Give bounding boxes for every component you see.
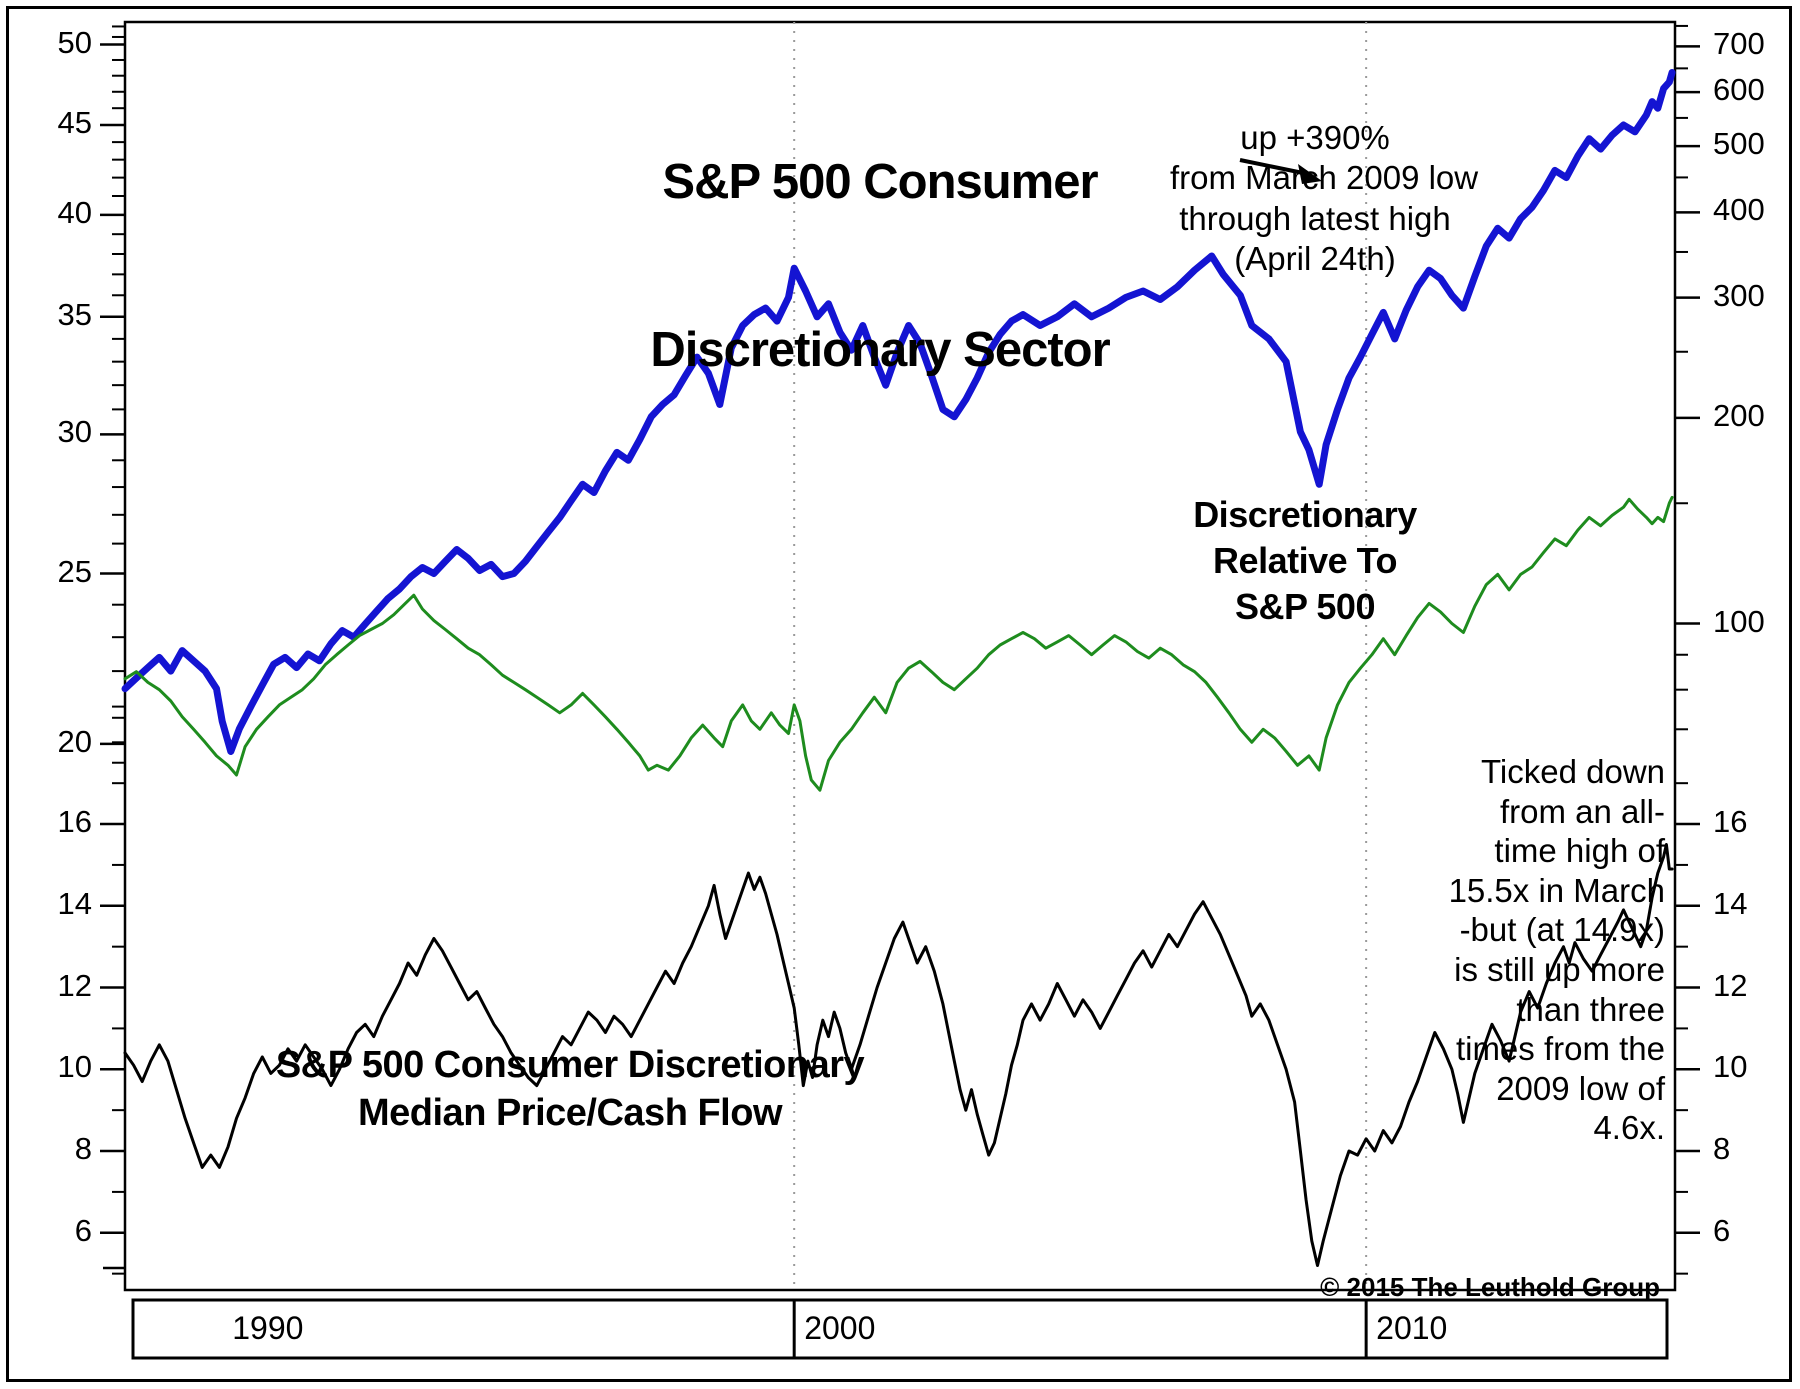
right-axis-pcf-tick-12: 12 — [1713, 967, 1748, 1003]
plot-frame — [123, 20, 1677, 1292]
page-title: S&P 500 Consumer Discretionary Sector — [600, 42, 1160, 490]
copyright-notice: © 2015 The Leuthold Group — [1320, 1272, 1660, 1302]
annotation-sector-gain-line-3: through latest high — [1179, 199, 1451, 237]
right-axis-pcf-tick-14: 14 — [1713, 885, 1748, 921]
title-line-2: Discretionary Sector — [650, 323, 1110, 377]
right-axis-pcf-tick-6: 6 — [1713, 1212, 1731, 1248]
annotation-bottom-title: S&P 500 Consumer Discretionary Median Pri… — [260, 1042, 880, 1137]
annotation-pcf-line-5: -but (at 14.9x) — [1459, 911, 1665, 949]
left-axis-tick-50: 50 — [57, 24, 92, 60]
left-axis-tick-20: 20 — [57, 723, 92, 759]
title-line-1: S&P 500 Consumer — [662, 155, 1098, 209]
annotation-pcf-line-6: is still up more — [1454, 950, 1665, 988]
annotation-sector-gain: up +390% from March 2009 low through lates… — [1170, 118, 1479, 279]
right-axis-tick-200: 200 — [1713, 397, 1765, 433]
annotation-sector-gain-line-2: from March 2009 low — [1170, 159, 1479, 197]
x-axis-band — [131, 1298, 1669, 1360]
x-axis-label-1990: 1990 — [232, 1310, 304, 1346]
annotation-bottom-title-line-1: S&P 500 Consumer Discretionary — [275, 1044, 865, 1086]
annotation-pcf-line-4: 15.5x in March — [1448, 871, 1665, 909]
x-axis-label-2010: 2010 — [1376, 1310, 1448, 1346]
annotation-pcf-line-10: 4.6x. — [1593, 1109, 1665, 1147]
right-axis-pcf-tick-16: 16 — [1713, 804, 1748, 840]
annotation-sector-gain-line-4: (April 24th) — [1234, 239, 1396, 277]
annotation-bottom-title-line-2: Median Price/Cash Flow — [358, 1091, 783, 1134]
series-price-cash-flow — [123, 843, 1674, 1267]
left-axis-pcf-tick-14: 14 — [57, 885, 92, 921]
annotation-arrow-head — [1298, 164, 1322, 184]
series-relative — [123, 495, 1674, 792]
annotation-pcf-line-9: 2009 low of — [1496, 1069, 1665, 1107]
annotation-relative-label: Discretionary Relative To S&P 500 — [1175, 492, 1435, 630]
annotation-relative-line-1: Discretionary — [1193, 494, 1417, 535]
right-axis-tick-100: 100 — [1713, 603, 1765, 639]
left-axis-tick-45: 45 — [57, 104, 92, 140]
left-axis-tick-30: 30 — [57, 414, 92, 450]
right-axis-tick-300: 300 — [1713, 277, 1765, 313]
left-axis-pcf-tick-8: 8 — [74, 1131, 92, 1167]
right-axis-tick-600: 600 — [1713, 72, 1765, 108]
annotation-pcf-note: Ticked down from an all-time high of 15.5x… — [1245, 752, 1665, 1148]
annotation-pcf-line-8: times from the — [1455, 1030, 1665, 1068]
x-axis-label-2000: 2000 — [804, 1310, 876, 1346]
left-axis-tick-35: 35 — [57, 296, 92, 332]
annotation-pcf-line-3: time high of — [1494, 832, 1665, 870]
left-axis-tick-40: 40 — [57, 194, 92, 230]
right-axis-tick-500: 500 — [1713, 126, 1765, 162]
annotation-pcf-line-7: than three — [1516, 990, 1665, 1028]
left-axis-pcf-tick-12: 12 — [57, 967, 92, 1003]
right-axis-tick-700: 700 — [1713, 26, 1765, 62]
annotation-arrow-line — [1239, 158, 1309, 176]
left-axis-pcf-tick-10: 10 — [57, 1049, 92, 1085]
left-axis-tick-25: 25 — [57, 553, 92, 589]
right-axis-tick-400: 400 — [1713, 192, 1765, 228]
right-axis-pcf-tick-8: 8 — [1713, 1131, 1731, 1167]
annotation-pcf-line-2: from an all- — [1499, 792, 1665, 830]
annotation-sector-gain-line-1: up +390% — [1240, 119, 1390, 156]
series-sector — [121, 69, 1676, 755]
left-axis-pcf-tick-16: 16 — [57, 804, 92, 840]
left-axis-pcf-tick-6: 6 — [74, 1212, 92, 1248]
annotation-relative-line-2: Relative To — [1213, 540, 1397, 582]
right-axis-pcf-tick-10: 10 — [1713, 1049, 1748, 1085]
annotation-relative-line-3: S&P 500 — [1235, 586, 1375, 628]
annotation-pcf-line-1: Ticked down — [1480, 753, 1665, 790]
chart-outer-border — [6, 6, 1792, 1382]
